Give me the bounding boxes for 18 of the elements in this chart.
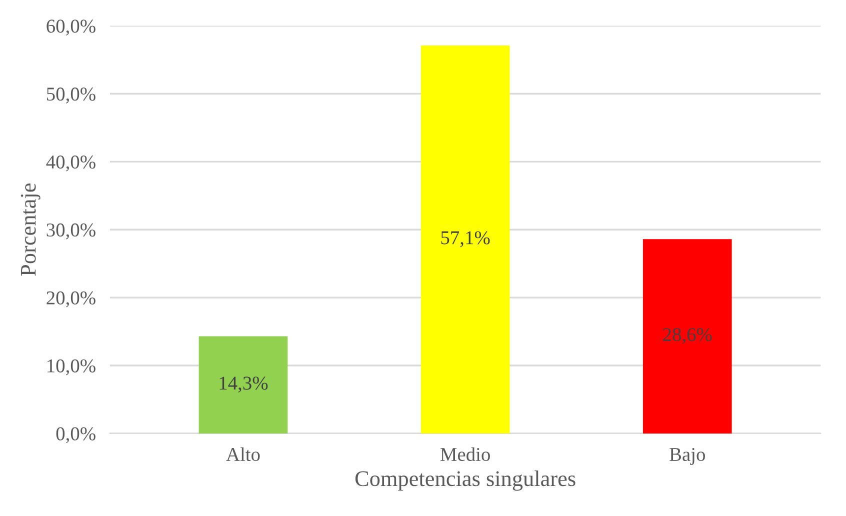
data-label: 57,1% [441,231,490,248]
y-tick-label: 60,0% [46,20,96,36]
y-tick-label: 20,0% [46,291,96,308]
y-tick-label: 10,0% [48,359,96,376]
data-label: 14,3% [220,376,268,393]
y-tick-label: 30,0% [46,223,96,240]
bar [420,46,510,434]
y-tick-label: 0,0% [56,427,96,444]
x-axis-title: Competencias singulares [355,470,576,491]
x-tick-label: Bajo [670,448,705,465]
bar [198,336,288,434]
bar [642,239,732,434]
x-tick-label: Alto [226,447,260,462]
y-tick-label: 50,0% [46,88,96,104]
y-axis-title: Porcentaje [20,184,40,276]
x-tick-label: Medio [440,447,490,462]
y-tick-label: 40,0% [46,155,96,172]
data-label: 28,6% [663,328,712,344]
